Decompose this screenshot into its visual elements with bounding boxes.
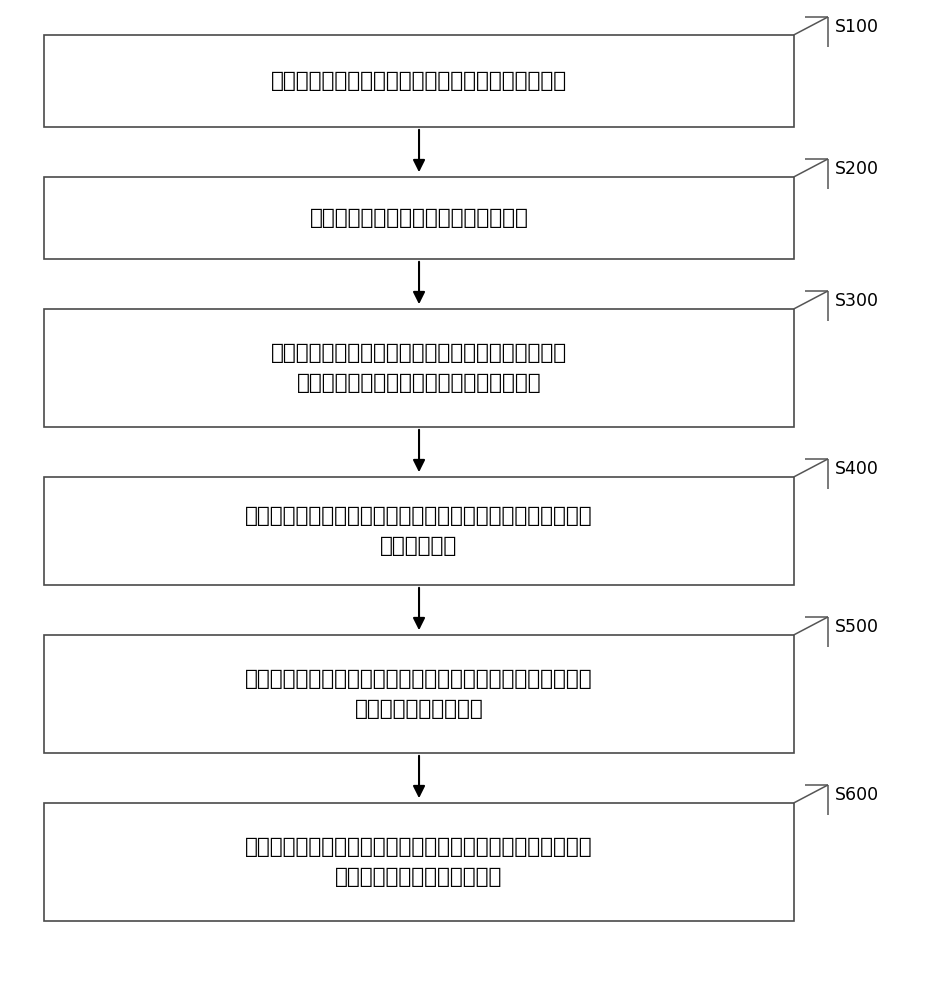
Bar [44,35,794,127]
Text: S500: S500 [835,618,880,636]
Text: 对破损乏燃料组件进行啜漏试验以及超声或涡流检查: 对破损乏燃料组件进行啜漏试验以及超声或涡流检查 [271,71,567,91]
Text: S400: S400 [835,460,879,478]
Text: S600: S600 [835,786,880,804]
Text: 应完善所述辐射防护控制文件: 应完善所述辐射防护控制文件 [336,867,502,887]
Bar [44,635,794,753]
Text: S200: S200 [835,160,880,178]
Bar [44,803,794,921]
Text: 根据试验结果及检查结果分析辐射源项: 根据试验结果及检查结果分析辐射源项 [310,208,528,228]
Text: 辐射防护控制: 辐射防护控制 [380,536,458,556]
Text: 及控制点文件，完成辐射防护控制文件工作: 及控制点文件，完成辐射防护控制文件工作 [297,373,541,393]
Text: 流检查以确定修复合格: 流检查以确定修复合格 [354,699,484,719]
Text: 根据辐射源项分析结果制定辐射防护最优化行动单以: 根据辐射源项分析结果制定辐射防护最优化行动单以 [271,343,567,363]
Text: 对破损乏燃料组件修复过程中的辐射防护控制进行评估，并相: 对破损乏燃料组件修复过程中的辐射防护控制进行评估，并相 [245,837,593,857]
Bar [44,177,794,259]
Text: S300: S300 [835,292,880,310]
Text: S100: S100 [835,18,880,36]
Text: 基于所述辐射防护控制文件在破损乏燃料组件修复过程中进行: 基于所述辐射防护控制文件在破损乏燃料组件修复过程中进行 [245,506,593,526]
Text: 破损乏燃料组件修复完成后，重新进行啜漏试验以及超声或涡: 破损乏燃料组件修复完成后，重新进行啜漏试验以及超声或涡 [245,669,593,689]
Bar [44,477,794,585]
Bar [44,309,794,427]
